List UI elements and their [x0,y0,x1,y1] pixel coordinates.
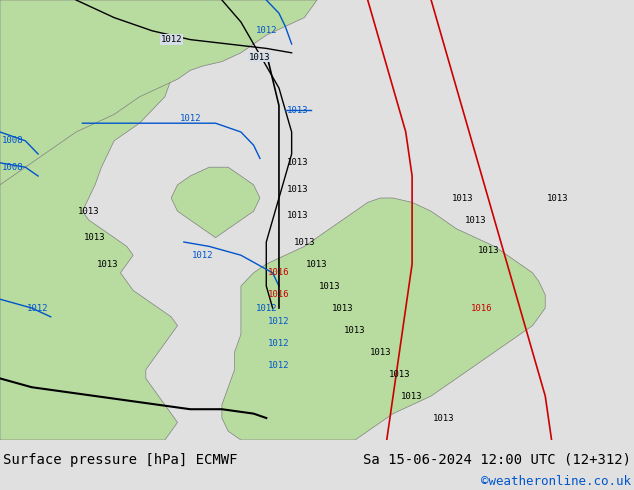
Text: 1013: 1013 [287,185,309,194]
Text: 1013: 1013 [306,260,328,269]
Polygon shape [222,198,545,440]
Text: 1012: 1012 [256,26,277,35]
Text: 1013: 1013 [287,105,309,115]
Text: 1013: 1013 [287,158,309,167]
Text: 1008: 1008 [2,163,23,172]
Text: 1013: 1013 [97,260,119,269]
Text: ©weatheronline.co.uk: ©weatheronline.co.uk [481,474,631,488]
Text: 1013: 1013 [84,233,106,242]
Text: 1012: 1012 [192,251,214,260]
Text: Surface pressure [hPa] ECMWF: Surface pressure [hPa] ECMWF [3,453,238,466]
Text: 1012: 1012 [179,114,201,123]
Polygon shape [171,167,260,238]
Text: 1013: 1013 [433,414,455,422]
Text: 1016: 1016 [471,303,493,313]
Text: 1016: 1016 [268,290,290,299]
Text: 1013: 1013 [78,207,100,216]
Text: 1013: 1013 [249,53,271,62]
Text: 1013: 1013 [547,194,569,202]
Text: 1013: 1013 [319,282,340,291]
Text: 1013: 1013 [344,325,366,335]
Text: Sa 15-06-2024 12:00 UTC (12+312): Sa 15-06-2024 12:00 UTC (12+312) [363,453,631,466]
Text: 1013: 1013 [465,216,486,224]
Text: 1013: 1013 [389,369,410,378]
Text: 1013: 1013 [370,347,391,357]
Polygon shape [0,0,178,440]
Text: 1012: 1012 [268,361,290,370]
Text: 1013: 1013 [401,392,423,400]
Text: 1013: 1013 [294,238,315,246]
Text: 1016: 1016 [268,269,290,277]
Text: 1012: 1012 [268,317,290,326]
Text: 1012: 1012 [268,339,290,348]
Text: 1013: 1013 [332,303,353,313]
Text: 1012: 1012 [160,35,182,44]
Polygon shape [0,0,317,185]
Text: 1012: 1012 [256,303,277,313]
Text: 1012: 1012 [27,303,49,313]
Text: 1013: 1013 [477,246,499,255]
Text: 1013: 1013 [452,194,474,202]
Text: 1013: 1013 [287,211,309,220]
Text: 1008: 1008 [2,136,23,146]
